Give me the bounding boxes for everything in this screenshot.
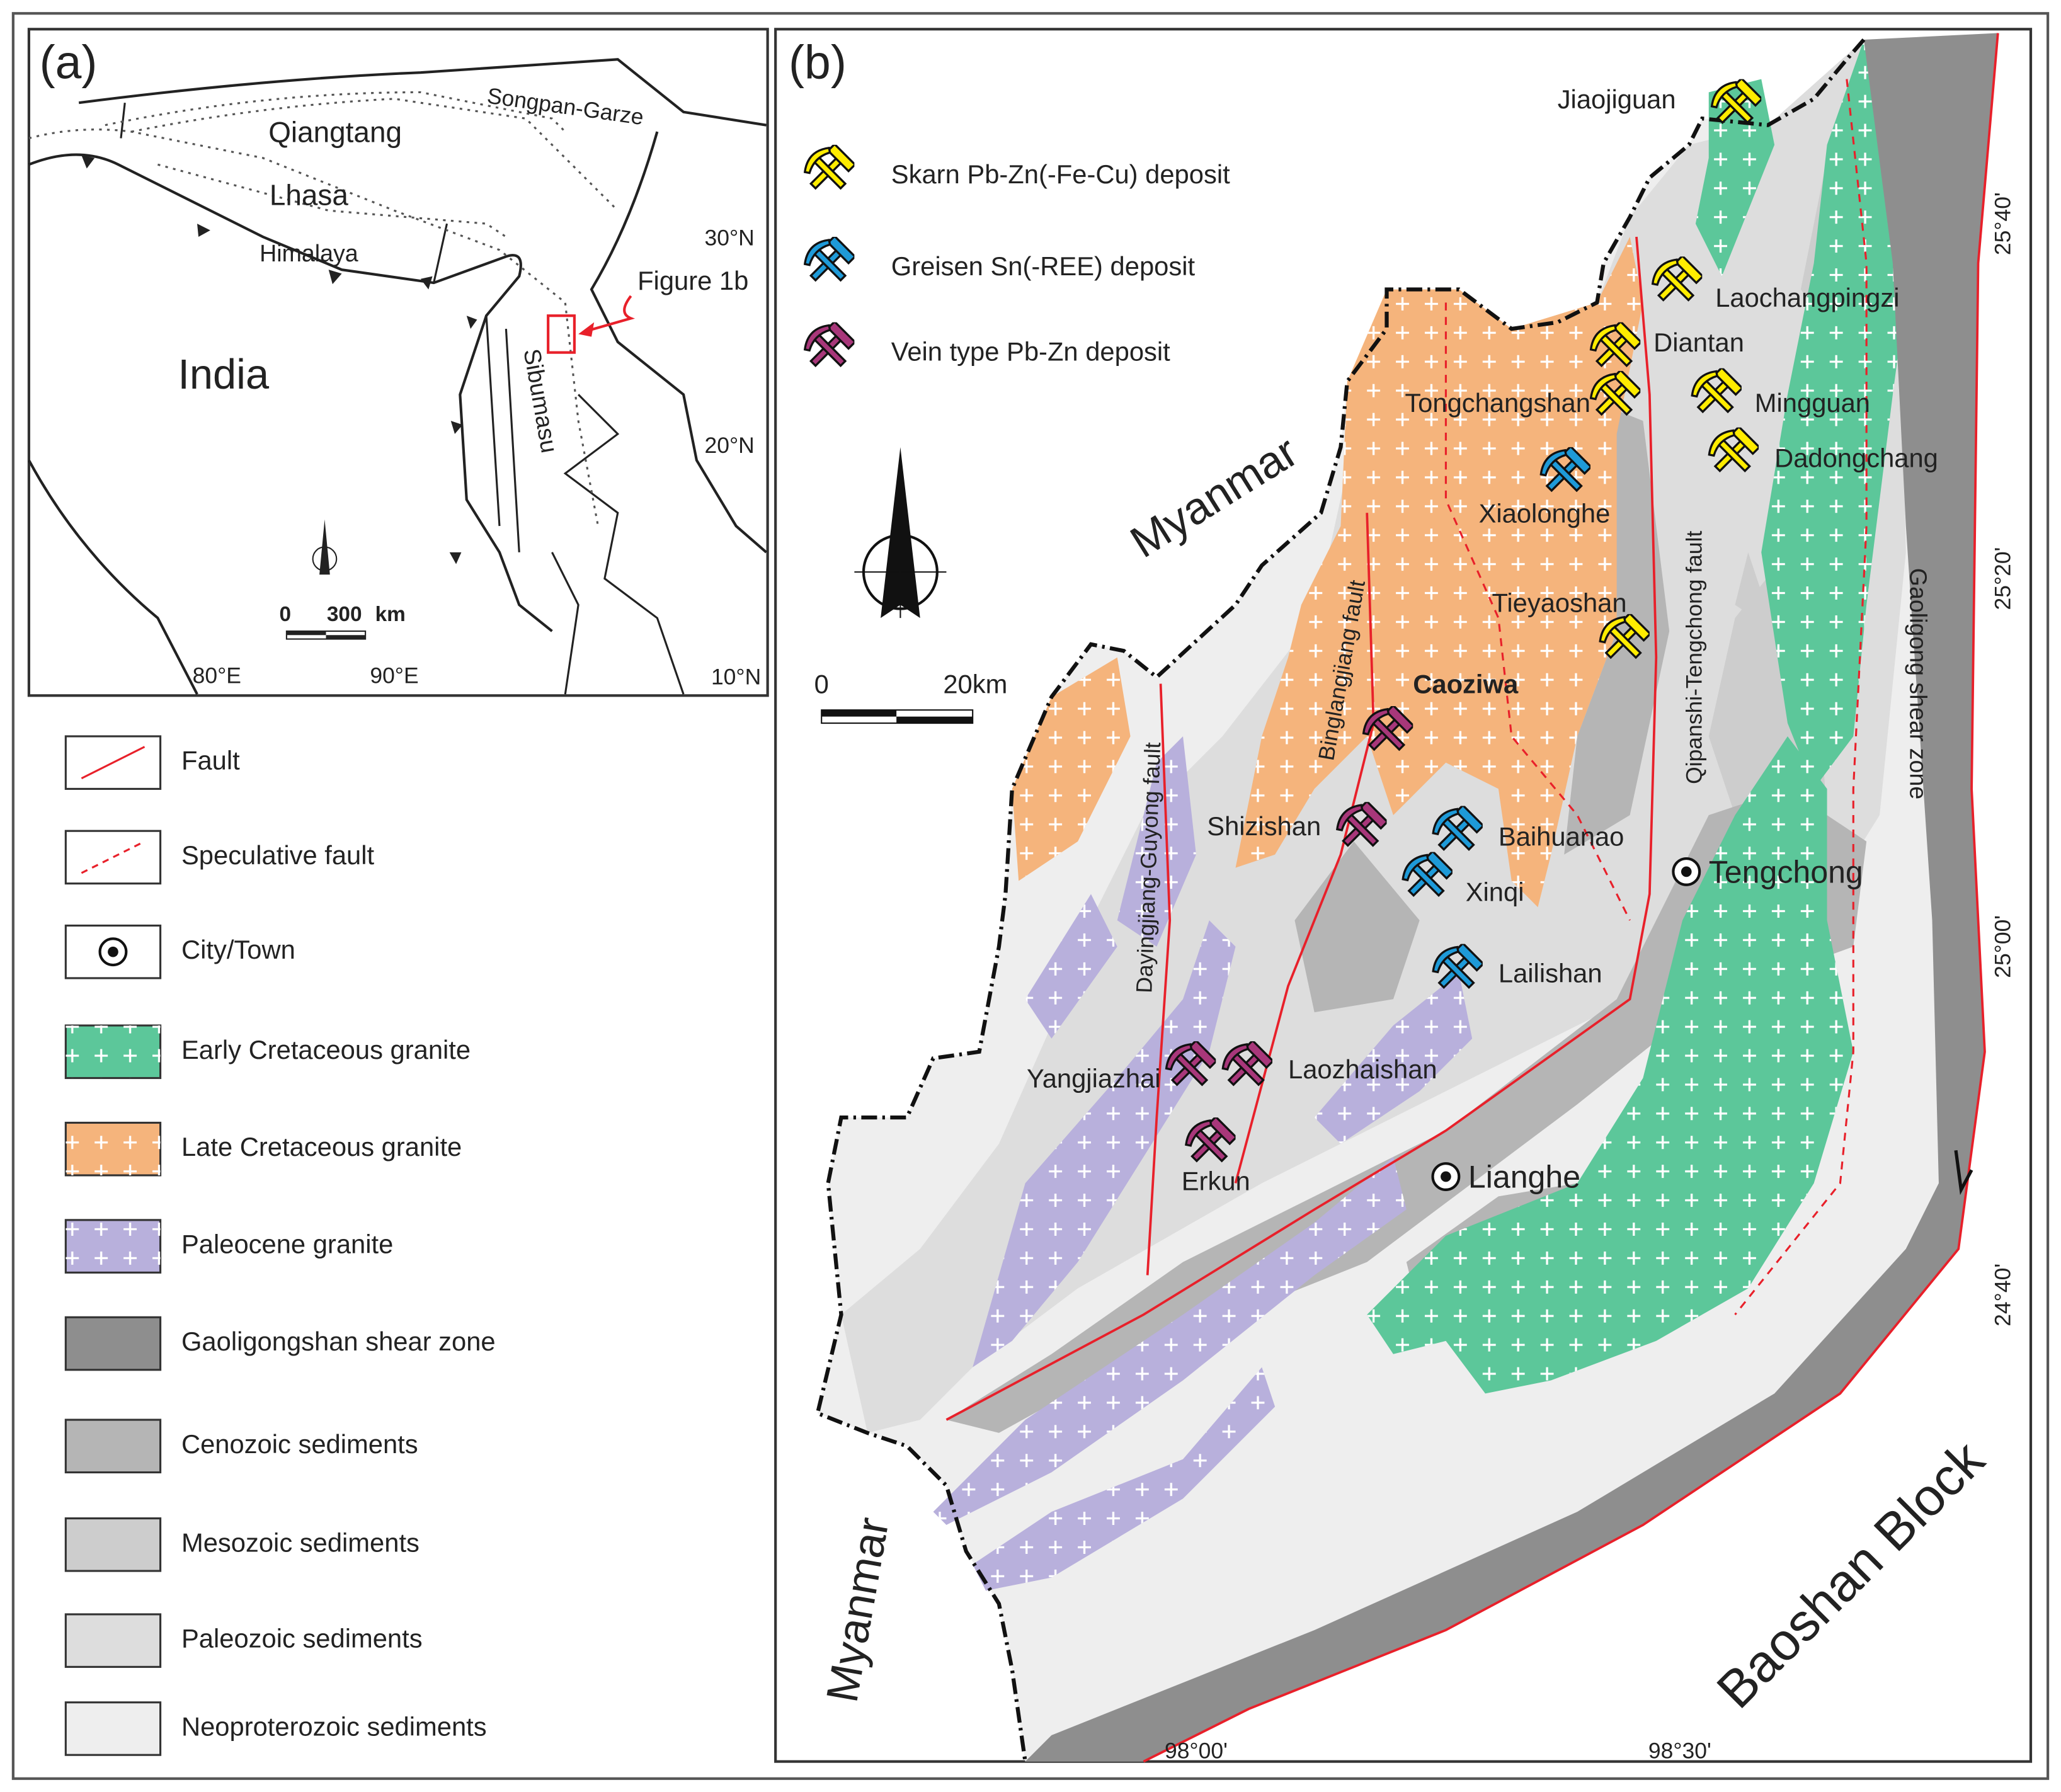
scale-label: 0 — [280, 603, 292, 626]
granite-pattern — [1367, 39, 1933, 1394]
deposit-label: Tieyaoshan — [1492, 588, 1626, 617]
panel-a-lines — [28, 58, 767, 695]
callout-arrow — [585, 295, 636, 333]
lat-label: 24°40' — [1990, 1264, 2016, 1327]
deposit-label: Laozhaishan — [1288, 1054, 1437, 1084]
callout-label: Figure 1b — [637, 266, 748, 295]
lat-label: 10°N — [711, 665, 761, 690]
lon-label: 98°00' — [1165, 1738, 1228, 1763]
scale-label: km — [375, 603, 406, 626]
legend-pattern — [66, 1122, 161, 1175]
border — [815, 38, 1866, 1762]
legend-town-dot — [108, 946, 118, 957]
legend-swatch — [64, 830, 162, 885]
scale-label: 300 — [327, 603, 362, 626]
panel-a — [27, 28, 769, 697]
lon-label: 90°E — [370, 663, 418, 688]
legend-swatch — [64, 1316, 162, 1371]
deposit-label: Tongchangshan — [1405, 388, 1590, 418]
deposit-label: Jiaojiguan — [1558, 84, 1676, 114]
shear-sense-arrow — [1954, 1150, 1973, 1196]
lon-label: 98°30' — [1648, 1738, 1711, 1763]
fault-label: Qipanshi-Tengchong fault — [1681, 530, 1706, 784]
scale-label: 0 — [814, 670, 829, 699]
deposit-label: Shizishan — [1207, 811, 1321, 841]
legend-label: Speculative fault — [181, 840, 375, 870]
mesozoic — [1708, 157, 1867, 855]
deposit-label: Baihuanao — [1499, 822, 1624, 852]
deposit-legend-label: Vein type Pb-Zn deposit — [891, 337, 1170, 367]
panel-b — [774, 28, 2033, 1763]
lat-label: 25°40' — [1990, 192, 2016, 255]
region-label: Qiangtang — [268, 115, 402, 148]
legend-label: Neoproterozoic sediments — [181, 1711, 487, 1741]
region-label: Himalaya — [260, 240, 358, 266]
study-area-box — [547, 314, 576, 354]
speculative-faults — [1444, 79, 1868, 1316]
region-label: India — [178, 351, 270, 398]
legend-swatch — [64, 1701, 162, 1756]
faults — [945, 33, 1999, 1763]
scale-bar-a — [285, 630, 367, 640]
shear-zone-label: Gaoligong shear zone — [1905, 568, 1932, 799]
deposit-label: Caoziwa — [1413, 670, 1519, 699]
legend-pattern — [66, 1219, 161, 1273]
granite-pattern — [933, 736, 1473, 1591]
deposit-legend-label: Greisen Sn(-REE) deposit — [891, 251, 1196, 281]
legend-label: Early Cretaceous granite — [181, 1035, 471, 1064]
legend-label: Fault — [181, 746, 240, 775]
north-arrow-b — [854, 447, 947, 619]
scale-bar-b — [821, 709, 974, 724]
panel-a-sutures — [28, 91, 619, 527]
lat-label: 30°N — [705, 225, 755, 251]
town-label: Tengchong — [1709, 854, 1863, 889]
legend-label: Gaoligongshan shear zone — [181, 1327, 496, 1356]
callout-head — [578, 322, 595, 337]
lat-label: 25°20' — [1990, 547, 2016, 610]
town-dot — [1441, 1171, 1451, 1182]
panel-label: (a) — [40, 36, 98, 89]
deposit-label: Yangjiazhai — [1027, 1064, 1161, 1093]
panel-label: (b) — [789, 36, 847, 89]
shear-zone — [1025, 33, 1998, 1762]
legend-pattern — [66, 1025, 161, 1078]
legend-fault — [81, 746, 146, 780]
lat-label: 25°00' — [1990, 915, 2016, 978]
deposit-label: Xinqi — [1466, 877, 1524, 906]
deposit-label: Lailishan — [1499, 959, 1602, 988]
granite-pattern — [1012, 237, 1643, 908]
legend-swatch — [64, 1418, 162, 1474]
deposit-label: Xiaolonghe — [1479, 498, 1611, 528]
legend-label: Paleocene granite — [181, 1230, 393, 1259]
region-label: Lhasa — [270, 179, 349, 212]
lat-label: 20°N — [705, 433, 755, 458]
legend-swatch — [64, 1613, 162, 1668]
deposit-label: Laochangpingzi — [1715, 283, 1899, 312]
legend-label: Paleozoic sediments — [181, 1624, 423, 1653]
deposit-legend-label: Skarn Pb-Zn(-Fe-Cu) deposit — [891, 159, 1230, 189]
deposit-label: Mingguan — [1755, 388, 1870, 418]
legend-swatch — [64, 1517, 162, 1572]
deposit-label: Dadongchang — [1774, 443, 1938, 473]
granites — [933, 39, 1933, 1591]
town-label: Lianghe — [1468, 1159, 1580, 1194]
town-dot — [1681, 866, 1692, 877]
legend-label: Mesozoic sediments — [181, 1527, 420, 1557]
deposit-label: Erkun — [1182, 1166, 1250, 1196]
legend-label: Cenozoic sediments — [181, 1429, 418, 1459]
legend-label: Late Cretaceous granite — [181, 1132, 462, 1161]
deposit-label: Diantan — [1653, 328, 1744, 357]
legend — [64, 735, 162, 1756]
legend-label: City/Town — [181, 935, 295, 964]
lon-label: 80°E — [193, 663, 241, 688]
scale-label: 20km — [943, 670, 1007, 699]
north-arrow-a — [312, 519, 338, 575]
